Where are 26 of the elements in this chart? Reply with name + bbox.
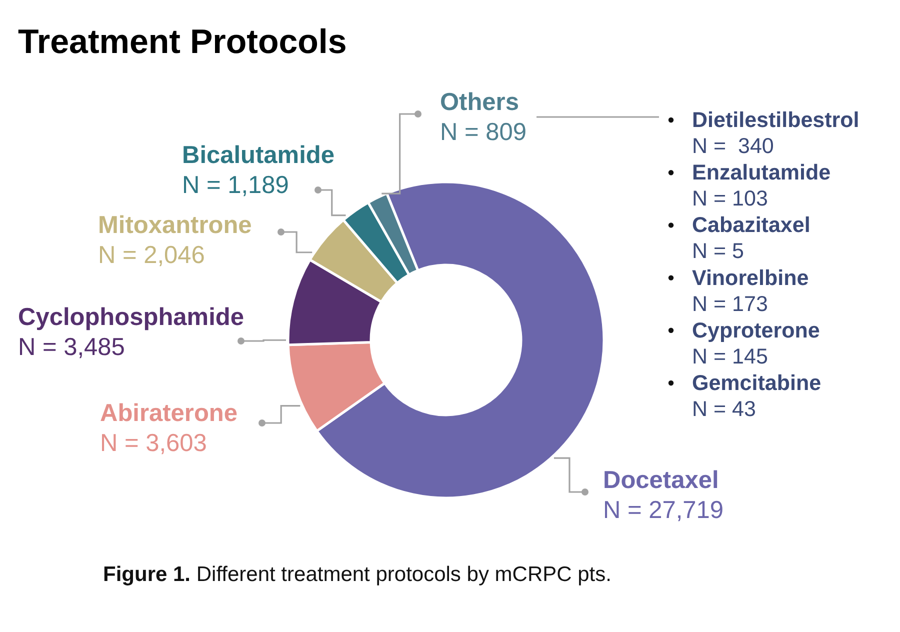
text: N = 43 xyxy=(692,397,756,421)
slice-label: Others xyxy=(440,89,519,116)
text: N = 103 xyxy=(692,186,768,211)
data-label: N = 3,603 xyxy=(100,430,207,457)
slice-label: Mitoxantrone xyxy=(98,212,252,239)
slice-label: Abiraterone xyxy=(100,400,238,427)
chart-title: Treatment Protocols xyxy=(18,23,347,61)
caption: Figure 1. Different treatment protocols by mCRPC pts. xyxy=(103,563,612,586)
text: N = 340 xyxy=(692,134,774,158)
slice-label: Docetaxel xyxy=(603,467,719,494)
text: Vinorelbine xyxy=(692,266,809,290)
slice-label: Cyclophosphamide xyxy=(18,304,244,331)
text: Gemcitabine xyxy=(692,371,822,395)
text: N = 173 xyxy=(692,292,768,316)
text: Cyproterone xyxy=(692,318,820,342)
text: Cabazitaxel xyxy=(692,213,810,238)
data-label: N = 2,046 xyxy=(98,242,205,269)
text: Dietilestilbestrol xyxy=(692,108,860,132)
data-label: N = 27,719 xyxy=(603,497,724,524)
data-label: N = 1,189 xyxy=(182,172,289,199)
data-label: N = 809 xyxy=(440,119,526,146)
slice-label: Bicalutamide xyxy=(182,142,334,169)
text: N = 5 xyxy=(692,239,744,264)
text: N = 145 xyxy=(692,344,768,368)
text: Enzalutamide xyxy=(692,160,831,185)
data-label: N = 3,485 xyxy=(18,334,125,361)
